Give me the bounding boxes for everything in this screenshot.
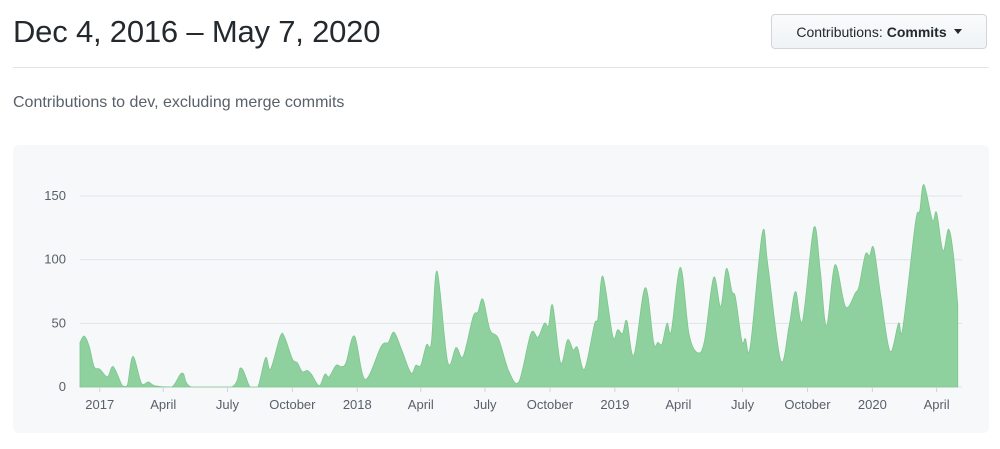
y-tick-label: 50 [52,315,66,330]
x-tick-label: October [527,397,574,412]
x-tick-label: October [269,397,316,412]
x-tick-label: 2020 [858,397,887,412]
divider [13,67,989,68]
contributions-type-dropdown[interactable]: Contributions: Commits [771,14,987,49]
commits-area [79,184,959,388]
x-tick-label: April [665,397,691,412]
dropdown-value: Commits [886,23,947,40]
caret-down-icon [953,29,962,34]
x-tick-label: 2019 [600,397,629,412]
y-tick-label: 100 [44,252,66,267]
x-tick-label: July [473,397,497,412]
x-tick-label: October [784,397,831,412]
x-tick-label: 2018 [343,397,372,412]
x-tick-label: July [731,397,755,412]
y-tick-label: 150 [44,188,66,203]
x-tick-label: July [216,397,240,412]
x-tick-label: April [924,397,950,412]
chart-subtitle: Contributions to dev, excluding merge co… [13,94,345,111]
y-tick-label: 0 [59,379,66,394]
x-tick-label: April [150,397,176,412]
page-title: Dec 4, 2016 – May 7, 2020 [13,14,381,49]
x-tick-label: April [408,397,434,412]
dropdown-prefix: Contributions: [796,23,883,40]
x-tick-label: 2017 [85,397,114,412]
